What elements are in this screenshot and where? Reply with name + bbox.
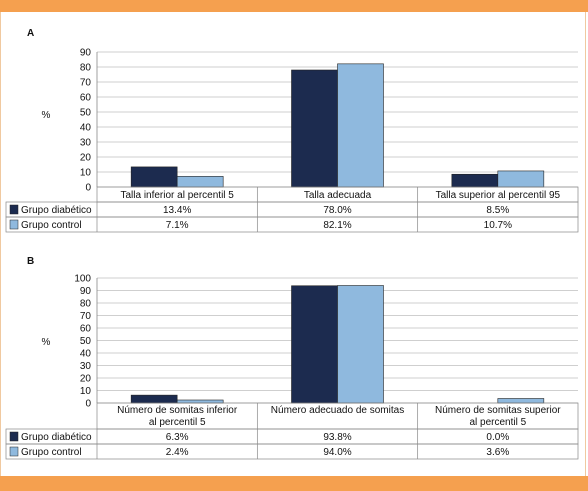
legend-label: Grupo control bbox=[21, 220, 82, 231]
data-label: 8.5% bbox=[486, 205, 509, 216]
panel-letter: A bbox=[27, 28, 34, 39]
y-tick-label: 80 bbox=[80, 299, 92, 310]
legend-label: Grupo diabético bbox=[21, 432, 92, 443]
chart-panel-a: A% 0 10 20 30 40 50 60 70 80 90 Talla inferior al p… bbox=[5, 28, 579, 233]
category-label: Número de somitas superior bbox=[435, 405, 561, 416]
y-axis-label: % bbox=[42, 110, 51, 121]
data-label: 78.0% bbox=[323, 205, 351, 216]
bar-control-0 bbox=[176, 399, 224, 404]
table-series-row bbox=[5, 216, 579, 233]
y-tick-label: 40 bbox=[80, 349, 92, 360]
data-label: 6.3% bbox=[166, 432, 189, 443]
y-tick-label: 0 bbox=[85, 183, 91, 194]
y-tick-label: 50 bbox=[80, 336, 92, 347]
bar-control-0 bbox=[176, 176, 224, 188]
table-series-row bbox=[5, 443, 579, 460]
y-tick-label: 40 bbox=[80, 123, 92, 134]
category-label: Número adecuado de somitas bbox=[271, 405, 404, 416]
bottom-frame-bar bbox=[0, 476, 588, 491]
y-tick-label: 70 bbox=[80, 311, 92, 322]
y-tick-label: 20 bbox=[80, 153, 92, 164]
y-tick-label: 30 bbox=[80, 138, 92, 149]
data-label: 10.7% bbox=[484, 220, 512, 231]
bar-control-1 bbox=[337, 63, 384, 188]
legend-label: Grupo control bbox=[21, 447, 82, 458]
y-tick-label: 100 bbox=[74, 274, 91, 285]
data-label: 82.1% bbox=[323, 220, 351, 231]
bar-diabetic-0 bbox=[130, 394, 178, 404]
bar-diabetic-0 bbox=[130, 166, 178, 188]
y-axis-label: % bbox=[42, 337, 51, 348]
data-label: 3.6% bbox=[486, 447, 509, 458]
category-label: Talla inferior al percentil 5 bbox=[120, 190, 234, 201]
y-tick-label: 30 bbox=[80, 361, 92, 372]
y-tick-label: 0 bbox=[85, 399, 91, 410]
data-label: 7.1% bbox=[166, 220, 189, 231]
bar-control-1 bbox=[337, 285, 384, 404]
data-label: 93.8% bbox=[323, 432, 351, 443]
y-tick-label: 20 bbox=[80, 374, 92, 385]
y-tick-label: 80 bbox=[80, 63, 92, 74]
legend-swatch-control bbox=[9, 446, 19, 457]
data-label: 0.0% bbox=[486, 432, 509, 443]
y-tick-label: 60 bbox=[80, 324, 92, 335]
legend-swatch-diabetic bbox=[9, 431, 19, 442]
bar-control-2 bbox=[497, 170, 545, 188]
legend-swatch-diabetic bbox=[9, 204, 19, 215]
panel-letter: B bbox=[27, 256, 34, 267]
y-tick-label: 60 bbox=[80, 93, 92, 104]
data-label: 94.0% bbox=[323, 447, 351, 458]
bar-diabetic-1 bbox=[291, 69, 338, 188]
y-tick-label: 90 bbox=[80, 48, 92, 59]
legend-label: Grupo diabético bbox=[21, 205, 92, 216]
y-tick-label: 70 bbox=[80, 78, 92, 89]
category-label: Talla superior al percentil 95 bbox=[436, 190, 561, 201]
category-label: al percentil 5 bbox=[149, 417, 206, 428]
bar-control-2 bbox=[497, 398, 545, 404]
data-label: 13.4% bbox=[163, 205, 191, 216]
category-label: al percentil 5 bbox=[469, 417, 526, 428]
y-tick-label: 90 bbox=[80, 286, 92, 297]
bar-diabetic-1 bbox=[291, 285, 338, 404]
category-label: Número de somitas inferior bbox=[117, 405, 238, 416]
y-tick-label: 10 bbox=[80, 386, 92, 397]
top-frame-bar bbox=[0, 0, 588, 12]
legend-swatch-control bbox=[9, 219, 19, 230]
y-tick-label: 10 bbox=[80, 168, 92, 179]
category-label: Talla adecuada bbox=[304, 190, 372, 201]
bar-diabetic-2 bbox=[451, 173, 499, 188]
data-label: 2.4% bbox=[166, 447, 189, 458]
y-tick-label: 50 bbox=[80, 108, 92, 119]
